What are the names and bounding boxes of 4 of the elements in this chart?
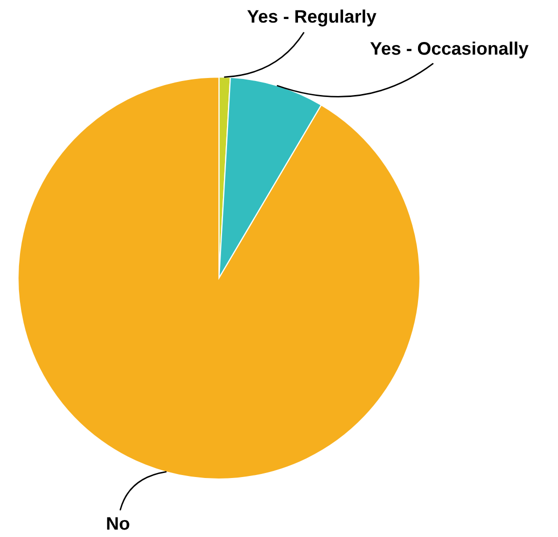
slice-label: No <box>107 517 130 530</box>
slice-label: Yes - Regularly <box>247 10 376 26</box>
pie-slice <box>17 76 421 480</box>
slice-label: Yes - Occasionally <box>370 42 528 58</box>
